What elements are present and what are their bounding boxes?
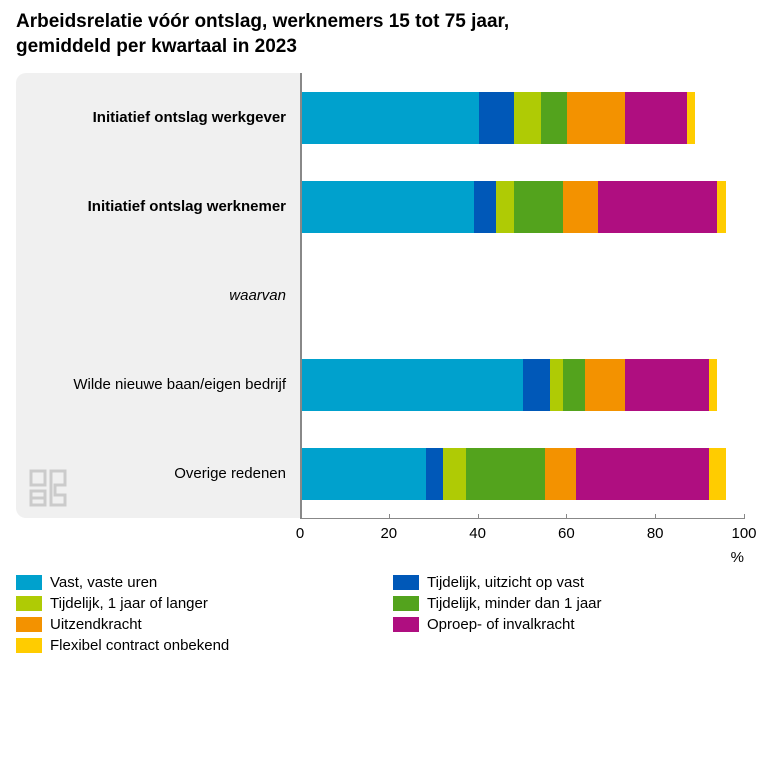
legend-swatch bbox=[393, 575, 419, 590]
bar-segment-oproep bbox=[625, 92, 687, 144]
row-label-column: Initiatief ontslag werkgever Initiatief o… bbox=[16, 73, 300, 518]
bar-row bbox=[302, 73, 744, 162]
bar-segment-tijd_1jaar bbox=[550, 359, 563, 411]
bar-segment-tijd_minder1 bbox=[563, 359, 585, 411]
legend-item: Tijdelijk, uitzicht op vast bbox=[393, 574, 752, 591]
row-label: waarvan bbox=[16, 287, 300, 304]
bar-segment-uitzend bbox=[585, 359, 625, 411]
bar-segment-vast bbox=[302, 181, 474, 233]
bar-segment-flex_onbekend bbox=[709, 359, 718, 411]
legend-item: Flexibel contract onbekend bbox=[16, 637, 375, 654]
bars-column bbox=[300, 73, 744, 518]
bar-segment-tijd_1jaar bbox=[496, 181, 514, 233]
bar-segment-uitzicht_vast bbox=[479, 92, 514, 144]
bar-segment-flex_onbekend bbox=[709, 448, 727, 500]
axis-tick bbox=[744, 514, 745, 519]
bar-segment-tijd_1jaar bbox=[514, 92, 541, 144]
bar-segment-uitzend bbox=[567, 92, 624, 144]
axis-tick-label: 20 bbox=[380, 525, 397, 542]
legend-swatch bbox=[16, 575, 42, 590]
bar-row bbox=[302, 162, 744, 251]
stacked-bar bbox=[302, 181, 726, 233]
legend-item: Oproep- of invalkracht bbox=[393, 616, 752, 633]
legend-swatch bbox=[16, 638, 42, 653]
stacked-bar bbox=[302, 359, 717, 411]
row-label: Wilde nieuwe baan/eigen bedrijf bbox=[16, 376, 300, 393]
legend-item: Tijdelijk, 1 jaar of langer bbox=[16, 595, 375, 612]
chart-title: Arbeidsrelatie vóór ontslag, werknemers … bbox=[0, 0, 768, 65]
legend-swatch bbox=[393, 596, 419, 611]
axis-tick-label: 100 bbox=[731, 525, 756, 542]
legend-label: Tijdelijk, minder dan 1 jaar bbox=[427, 595, 602, 612]
bar-segment-tijd_minder1 bbox=[466, 448, 546, 500]
legend: Vast, vaste uren Tijdelijk, uitzicht op v… bbox=[0, 558, 768, 654]
cbs-logo-icon bbox=[28, 468, 68, 508]
legend-label: Tijdelijk, 1 jaar of langer bbox=[50, 595, 208, 612]
bar-segment-vast bbox=[302, 448, 426, 500]
bar-segment-oproep bbox=[598, 181, 717, 233]
legend-label: Vast, vaste uren bbox=[50, 574, 157, 591]
axis-tick-label: 40 bbox=[469, 525, 486, 542]
bar-segment-uitzicht_vast bbox=[426, 448, 444, 500]
legend-label: Tijdelijk, uitzicht op vast bbox=[427, 574, 584, 591]
legend-item: Uitzendkracht bbox=[16, 616, 375, 633]
axis-tick-label: 60 bbox=[558, 525, 575, 542]
x-axis: % 020406080100 bbox=[300, 518, 744, 558]
legend-swatch bbox=[393, 617, 419, 632]
bar-row bbox=[302, 251, 744, 340]
bar-segment-oproep bbox=[625, 359, 709, 411]
bar-segment-vast bbox=[302, 359, 523, 411]
legend-item: Vast, vaste uren bbox=[16, 574, 375, 591]
legend-label: Oproep- of invalkracht bbox=[427, 616, 575, 633]
bar-segment-vast bbox=[302, 92, 479, 144]
axis-tick-label: 0 bbox=[296, 525, 304, 542]
bar-segment-tijd_minder1 bbox=[541, 92, 568, 144]
bar-segment-uitzicht_vast bbox=[523, 359, 550, 411]
bar-segment-uitzend bbox=[563, 181, 598, 233]
legend-label: Flexibel contract onbekend bbox=[50, 637, 229, 654]
bar-row bbox=[302, 340, 744, 429]
bar-segment-flex_onbekend bbox=[717, 181, 726, 233]
chart-area: Initiatief ontslag werkgever Initiatief o… bbox=[0, 65, 768, 518]
bar-segment-uitzend bbox=[545, 448, 576, 500]
bar-row bbox=[302, 429, 744, 518]
stacked-bar bbox=[302, 92, 695, 144]
bar-segment-oproep bbox=[576, 448, 709, 500]
row-label: Initiatief ontslag werknemer bbox=[16, 198, 300, 215]
legend-label: Uitzendkracht bbox=[50, 616, 142, 633]
row-label: Initiatief ontslag werkgever bbox=[16, 109, 300, 126]
legend-swatch bbox=[16, 617, 42, 632]
title-line-1: Arbeidsrelatie vóór ontslag, werknemers … bbox=[16, 11, 509, 32]
legend-swatch bbox=[16, 596, 42, 611]
axis-tick-label: 80 bbox=[647, 525, 664, 542]
title-line-2: gemiddeld per kwartaal in 2023 bbox=[16, 36, 297, 57]
stacked-bar bbox=[302, 448, 726, 500]
bar-segment-flex_onbekend bbox=[687, 92, 696, 144]
axis-unit: % bbox=[731, 549, 744, 566]
bar-segment-uitzicht_vast bbox=[474, 181, 496, 233]
legend-item: Tijdelijk, minder dan 1 jaar bbox=[393, 595, 752, 612]
bar-segment-tijd_1jaar bbox=[443, 448, 465, 500]
bar-segment-tijd_minder1 bbox=[514, 181, 563, 233]
axis-tick bbox=[300, 514, 301, 519]
